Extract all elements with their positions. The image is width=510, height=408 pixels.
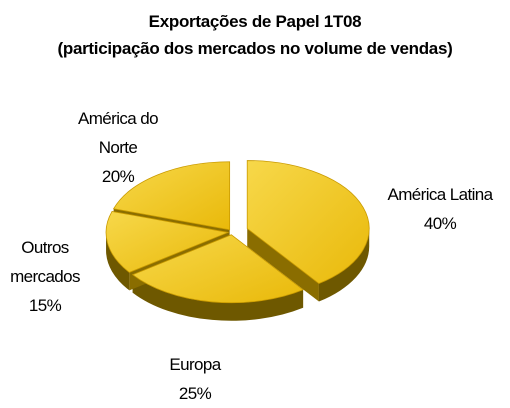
- slice: [112, 161, 231, 231]
- slice-label: América do Norte 20%: [70, 104, 166, 191]
- value-label: 15%: [28, 296, 62, 315]
- slice-label: Europa 25%: [140, 350, 250, 408]
- slice-side: [318, 228, 370, 302]
- slice: [105, 210, 230, 273]
- slice-label: América Latina 40%: [365, 180, 510, 238]
- chart-subtitle: (participação dos mercados no volume de …: [57, 39, 453, 58]
- category-label: Outros mercados: [10, 238, 80, 286]
- category-label: América Latina: [387, 185, 494, 204]
- category-label: Europa: [169, 355, 221, 374]
- slice-side: [106, 232, 130, 291]
- category-label: América do Norte: [78, 109, 159, 157]
- slice: [246, 160, 370, 285]
- value-label: 20%: [101, 167, 135, 186]
- slice: [131, 234, 304, 304]
- slice-side: [247, 228, 319, 302]
- value-label: 25%: [178, 384, 212, 403]
- slice-label: Outros mercados 15%: [0, 233, 90, 320]
- value-label: 40%: [423, 214, 457, 233]
- chart-title: Exportações de Papel 1T08: [148, 12, 362, 31]
- slice-side: [132, 274, 304, 321]
